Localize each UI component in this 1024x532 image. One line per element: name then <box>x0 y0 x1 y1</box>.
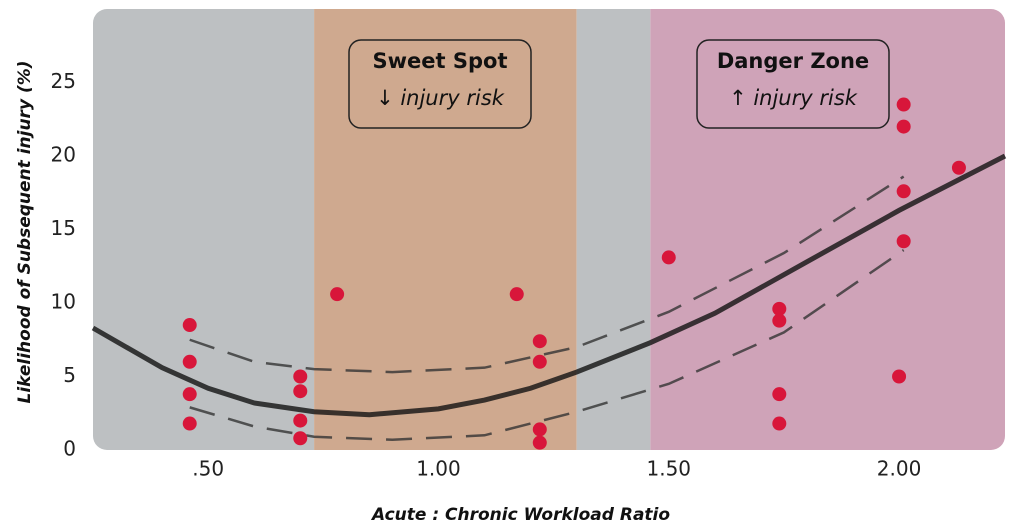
point <box>182 318 197 333</box>
regions <box>93 9 1005 450</box>
point <box>896 234 911 249</box>
annotation-box <box>696 39 890 129</box>
x-tick-label: 1.00 <box>416 457 461 481</box>
region <box>93 9 315 450</box>
region <box>650 9 1005 450</box>
lines <box>91 153 1007 441</box>
region <box>314 9 577 450</box>
x-tick-label: 1.50 <box>646 457 691 481</box>
point <box>772 387 787 402</box>
points <box>182 97 966 450</box>
y-tick-label: 0 <box>63 437 76 461</box>
y-axis-label: Likelihood of Subsequent injury (%) <box>15 60 35 403</box>
fit-line <box>91 153 1007 418</box>
point <box>532 334 547 349</box>
point <box>182 387 197 402</box>
x-axis-label: Acute : Chronic Workload Ratio <box>370 505 670 525</box>
point <box>661 250 676 265</box>
point <box>293 431 308 446</box>
region <box>576 9 651 450</box>
point <box>772 416 787 431</box>
point <box>892 369 907 384</box>
point <box>772 313 787 328</box>
point <box>896 119 911 134</box>
point <box>951 160 966 175</box>
y-tick-label: 10 <box>51 290 76 314</box>
point <box>330 287 345 302</box>
y-tick-label: 5 <box>63 363 76 387</box>
y-tick-label: 15 <box>51 216 76 240</box>
point <box>293 369 308 384</box>
point <box>772 301 787 316</box>
point <box>293 413 308 428</box>
point <box>182 354 197 369</box>
annotation-box <box>348 39 532 129</box>
annotation-title: Danger Zone <box>717 49 869 73</box>
point <box>532 354 547 369</box>
x-tick-label: .50 <box>192 457 224 481</box>
y-tick-label: 20 <box>51 143 76 167</box>
point <box>532 422 547 437</box>
point <box>532 435 547 450</box>
x-tick-label: 2.00 <box>877 457 922 481</box>
annotation-text: ↑ injury risk <box>729 86 858 110</box>
y-tick-label: 25 <box>51 69 76 93</box>
point <box>293 384 308 399</box>
point <box>509 287 524 302</box>
point <box>896 97 911 112</box>
confidence-line <box>189 249 905 441</box>
annotation-title: Sweet Spot <box>373 49 508 73</box>
point <box>182 416 197 431</box>
annotation-text: ↓ injury risk <box>376 86 505 110</box>
point <box>896 184 911 199</box>
confidence-line <box>189 175 905 374</box>
